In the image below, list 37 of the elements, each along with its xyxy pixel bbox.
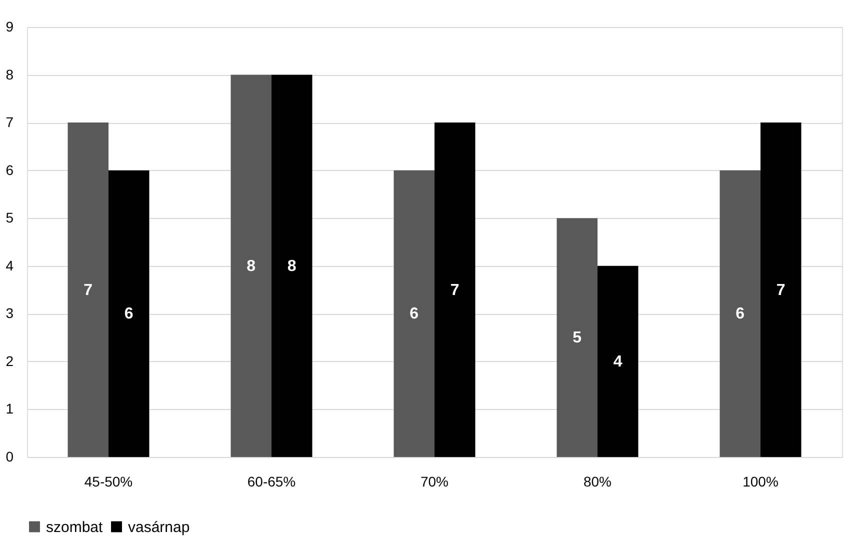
bar (434, 122, 476, 457)
bar (760, 122, 802, 457)
legend-label: szombat (46, 518, 104, 536)
bar (272, 74, 312, 457)
x-tick-label: 80% (583, 474, 612, 490)
y-tick-label: 7 (6, 114, 14, 130)
y-tick-label: 5 (6, 210, 14, 226)
bar (556, 218, 598, 457)
data-label: 6 (410, 306, 419, 323)
y-tick-label: 6 (6, 162, 14, 178)
legend-label: vasárnap (128, 518, 190, 536)
bar (230, 74, 272, 457)
y-tick-label: 2 (6, 352, 14, 369)
bar (68, 122, 108, 457)
x-tick-label: 100% (742, 474, 778, 490)
data-label: 6 (736, 306, 745, 323)
data-label: 5 (572, 330, 582, 347)
bar (394, 170, 434, 457)
y-tick-label: 9 (6, 18, 14, 34)
data-label: 7 (450, 282, 460, 299)
y-tick-label: 1 (6, 400, 14, 417)
data-label: 7 (776, 282, 786, 299)
y-tick-label: 0 (6, 448, 14, 464)
data-label: 8 (287, 258, 296, 275)
y-tick-label: 8 (6, 66, 14, 82)
x-tick-label: 70% (420, 474, 449, 490)
x-tick-label: 45-50% (84, 474, 133, 490)
x-tick-label: 60-65% (247, 474, 296, 490)
bar (108, 170, 150, 457)
data-label: 7 (84, 282, 93, 299)
y-tick-label: 3 (6, 305, 14, 322)
bar (598, 266, 638, 457)
data-label: 4 (613, 353, 622, 370)
y-tick-label: 4 (6, 257, 14, 274)
bar (720, 170, 760, 457)
data-label: 8 (246, 258, 256, 275)
data-label: 6 (124, 306, 134, 323)
